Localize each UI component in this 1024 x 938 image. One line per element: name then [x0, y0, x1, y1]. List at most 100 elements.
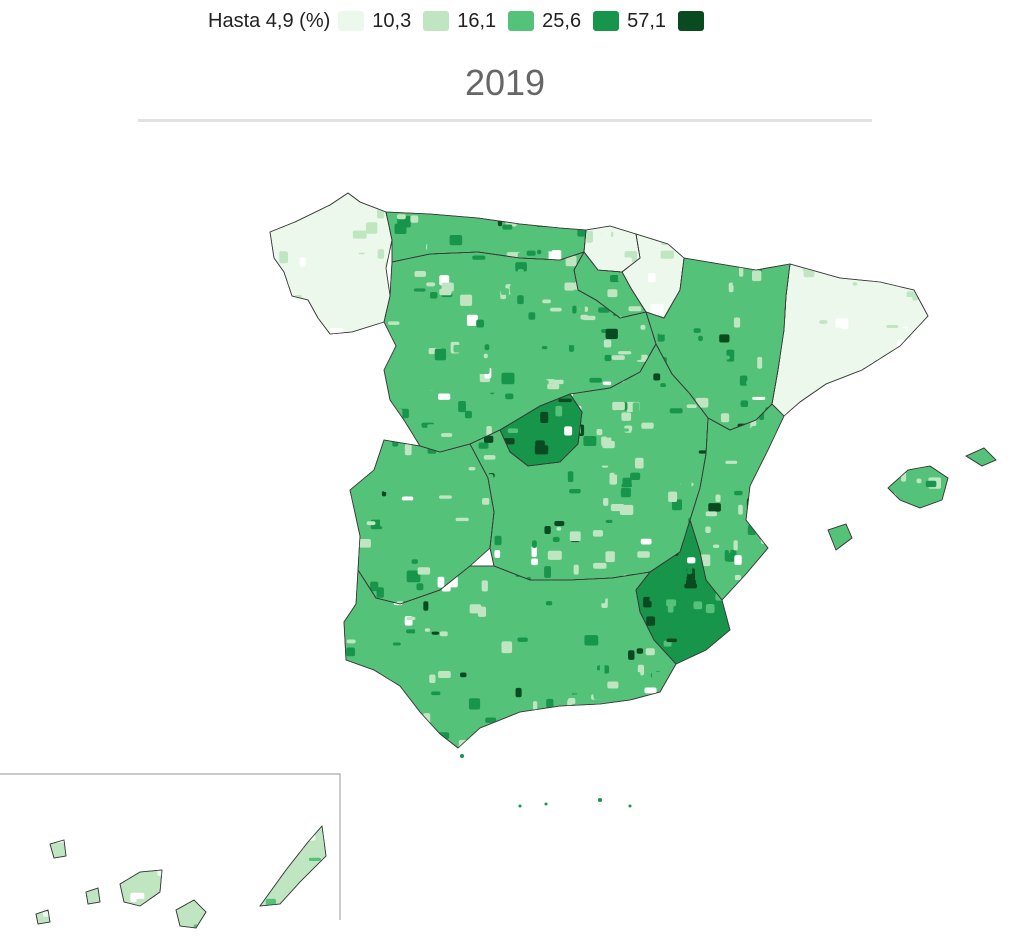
- municipality-patch: [424, 556, 433, 563]
- municipality-patch: [935, 460, 943, 469]
- municipality-patch: [222, 860, 234, 866]
- municipality-patch: [387, 459, 392, 468]
- municipality-patch: [460, 456, 471, 467]
- municipality-patch: [586, 230, 594, 243]
- municipality-patch: [581, 280, 590, 286]
- municipality-patch: [405, 387, 411, 391]
- municipality-patch: [818, 379, 829, 383]
- municipality-patch: [922, 487, 930, 495]
- municipality-patch: [714, 319, 726, 324]
- municipality-patch: [660, 238, 672, 246]
- municipality-patch: [968, 531, 975, 540]
- municipality-patch: [517, 269, 524, 273]
- municipality-patch: [372, 726, 386, 732]
- municipality-patch: [351, 461, 363, 467]
- municipality-patch: [747, 506, 760, 512]
- municipality-patch: [663, 707, 671, 717]
- municipality-patch: [736, 591, 744, 600]
- municipality-patch: [304, 244, 311, 252]
- municipality-patch: [413, 291, 424, 302]
- municipality-patch: [50, 858, 62, 868]
- municipality-patch: [432, 660, 447, 669]
- municipality-patch: [712, 606, 722, 616]
- municipality-patch: [725, 460, 738, 464]
- municipality-patch: [914, 491, 923, 500]
- municipality-patch: [644, 447, 657, 456]
- municipality-patch: [872, 306, 878, 312]
- municipality-patch: [779, 454, 784, 462]
- municipality-patch: [747, 525, 756, 535]
- municipality-patch: [361, 688, 370, 694]
- municipality-patch: [940, 451, 947, 456]
- municipality-patch: [161, 828, 176, 836]
- municipality-patch: [141, 845, 149, 858]
- municipality-patch: [111, 861, 116, 869]
- municipality-patch: [762, 484, 772, 489]
- municipality-patch: [885, 528, 891, 537]
- municipality-patch: [622, 257, 632, 266]
- municipality-patch: [481, 589, 495, 601]
- municipality-patch: [276, 829, 289, 841]
- municipality-patch: [620, 456, 632, 466]
- municipality-patch: [606, 488, 616, 495]
- municipality-patch: [565, 546, 570, 558]
- municipality-patch: [532, 453, 540, 464]
- municipality-patch: [748, 330, 758, 341]
- municipality-patch: [760, 566, 775, 578]
- municipality-patch: [455, 517, 469, 522]
- municipality-patch: [251, 893, 262, 897]
- municipality-patch: [668, 491, 678, 502]
- municipality-patch: [73, 828, 85, 832]
- municipality-patch: [730, 575, 735, 582]
- municipality-patch: [376, 705, 386, 712]
- municipality-patch: [406, 570, 421, 583]
- municipality-patch: [249, 876, 259, 882]
- municipality-patch: [985, 535, 994, 544]
- municipality-patch: [381, 491, 387, 497]
- municipality-patch: [548, 223, 559, 233]
- municipality-patch: [481, 261, 490, 267]
- municipality-patch: [469, 604, 482, 614]
- municipality-patch: [464, 410, 472, 419]
- municipality-patch: [366, 521, 376, 526]
- municipality-patch: [613, 704, 622, 716]
- municipality-patch: [346, 647, 356, 657]
- municipality-patch: [660, 383, 667, 388]
- municipality-patch: [384, 728, 390, 738]
- municipality-patch: [50, 857, 65, 867]
- municipality-patch: [294, 294, 302, 303]
- municipality-patch: [923, 398, 928, 404]
- municipality-patch: [164, 872, 170, 882]
- municipality-patch: [593, 562, 607, 569]
- municipality-patch: [535, 440, 545, 450]
- municipality-patch: [272, 319, 283, 332]
- municipality-patch: [657, 332, 665, 342]
- municipality-patch: [878, 367, 884, 377]
- municipality-patch: [476, 319, 485, 328]
- municipality-patch: [781, 552, 784, 560]
- municipality-patch: [849, 481, 857, 489]
- municipality-patch: [531, 558, 539, 566]
- municipality-patch: [612, 401, 625, 411]
- municipality-patch: [351, 323, 359, 330]
- municipality-patch: [449, 644, 462, 654]
- municipality-patch: [700, 418, 708, 427]
- municipality-patch: [358, 675, 370, 684]
- municipality-patch: [841, 350, 854, 355]
- municipality-patch: [988, 534, 996, 540]
- municipality-patch: [721, 430, 728, 437]
- municipality-patch: [803, 265, 815, 278]
- municipality-patch: [653, 719, 663, 731]
- municipality-patch: [372, 239, 380, 246]
- municipality-patch: [764, 513, 779, 524]
- municipality-patch: [628, 306, 642, 312]
- municipality-patch: [630, 472, 641, 481]
- municipality-patch: [599, 277, 604, 285]
- municipality-patch: [247, 880, 252, 885]
- municipality-patch: [904, 296, 913, 302]
- municipality-patch: [603, 339, 612, 348]
- municipality-patch: [693, 328, 701, 333]
- municipality-patch: [886, 324, 899, 328]
- municipality-patch: [460, 294, 473, 306]
